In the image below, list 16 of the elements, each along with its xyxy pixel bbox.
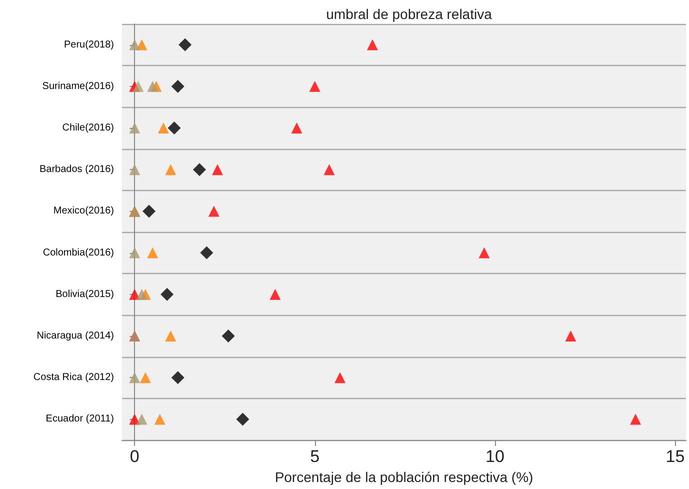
y-tick-label: Nicaragua (2014) (36, 330, 114, 342)
x-tick-label: 0 (130, 447, 140, 466)
y-tick-label: Chile(2016) (62, 122, 114, 134)
y-tick-label: Colombia(2016) (42, 247, 114, 258)
x-tick-label: 5 (310, 447, 320, 466)
y-tick-label: Peru(2018) (64, 39, 114, 50)
y-tick-label: Mexico(2016) (53, 206, 114, 217)
x-axis-title: Porcentaje de la población respectiva (%) (274, 469, 534, 485)
y-tick-label: Ecuador (2011) (46, 414, 114, 425)
x-tick-label: 10 (486, 447, 504, 466)
y-tick-label: Bolivia(2015) (56, 288, 114, 300)
y-tick-label: Barbados (2016) (40, 164, 114, 176)
chart-title: umbral de pobreza relativa (326, 6, 492, 22)
x-tick-label: 15 (666, 447, 685, 466)
y-tick-label: Costa Rica (2012) (33, 372, 114, 384)
y-tick-label: Suriname(2016) (42, 80, 114, 92)
